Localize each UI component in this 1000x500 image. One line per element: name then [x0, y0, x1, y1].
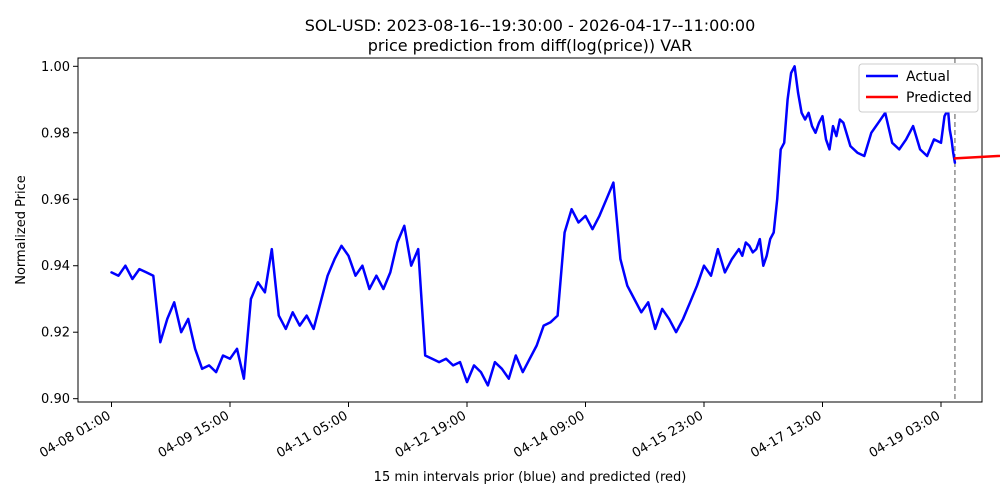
actual-series-line: [110, 65, 957, 387]
x-axis-label: 15 min intervals prior (blue) and predic…: [374, 470, 687, 485]
legend: Actual Predicted: [858, 63, 979, 113]
plot-area: [77, 57, 1000, 403]
x-tick-label: 04-19 03:00: [867, 408, 943, 461]
chart-title: SOL-USD: 2023-08-16--19:30:00 - 2026-04-…: [305, 16, 756, 35]
chart-subtitle: price prediction from diff(log(price)) V…: [368, 36, 692, 55]
y-tick-label: 0.98: [41, 126, 70, 141]
y-axis: 0.90 0.92 0.94 0.96 0.98 1.00: [41, 60, 78, 407]
y-tick-label: 0.90: [41, 392, 70, 407]
y-tick-label: 0.94: [41, 259, 70, 274]
legend-actual-label: Actual: [906, 69, 950, 85]
x-tick-label: 04-12 19:00: [393, 408, 469, 461]
y-tick-label: 0.96: [41, 193, 70, 208]
x-tick-label: 04-15 23:00: [630, 408, 706, 461]
y-tick-label: 0.92: [41, 326, 70, 341]
x-tick-label: 04-11 05:00: [274, 408, 350, 461]
x-tick-label: 04-09 15:00: [156, 408, 232, 461]
y-tick-label: 1.00: [41, 60, 70, 75]
x-tick-label: 04-14 09:00: [511, 408, 587, 461]
x-tick-label: 04-08 01:00: [37, 408, 113, 461]
legend-predicted-label: Predicted: [906, 90, 972, 106]
plot-frame: [77, 57, 983, 403]
y-axis-label: Normalized Price: [14, 175, 29, 285]
series-layer: [110, 65, 1000, 387]
x-axis: 04-08 01:00 04-09 15:00 04-11 05:00 04-12 1…: [37, 402, 943, 461]
x-tick-label: 04-17 13:00: [748, 408, 824, 461]
predicted-series-line: [953, 154, 1000, 160]
